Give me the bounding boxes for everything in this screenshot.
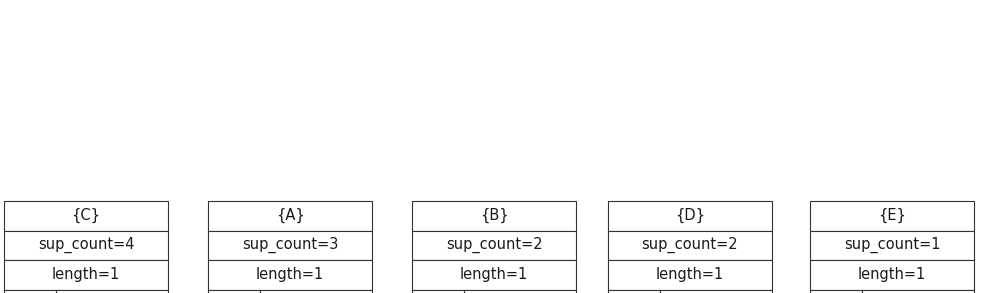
Bar: [260, 289, 372, 293]
Text: sup_count=2: sup_count=2: [446, 237, 542, 253]
Text: sup_count=3: sup_count=3: [242, 237, 338, 253]
Bar: [208, 201, 372, 231]
Bar: [208, 260, 372, 289]
Bar: [810, 231, 974, 260]
Bar: [608, 260, 772, 289]
Bar: [4, 260, 168, 289]
Bar: [608, 231, 772, 260]
Bar: [4, 201, 168, 231]
Bar: [810, 201, 974, 231]
Bar: [412, 201, 576, 231]
Text: {C}: {C}: [72, 208, 101, 223]
Bar: [464, 289, 576, 293]
Text: {D}: {D}: [675, 208, 705, 223]
Bar: [412, 260, 576, 289]
Bar: [862, 289, 974, 293]
Text: {B}: {B}: [480, 208, 508, 223]
Text: length=1: length=1: [858, 267, 926, 282]
Text: sup_count=2: sup_count=2: [642, 237, 738, 253]
Bar: [208, 289, 260, 293]
Bar: [412, 289, 464, 293]
Bar: [4, 289, 56, 293]
Text: {E}: {E}: [878, 208, 906, 223]
Bar: [660, 289, 772, 293]
Text: length=1: length=1: [256, 267, 324, 282]
Bar: [56, 289, 168, 293]
Bar: [412, 231, 576, 260]
Bar: [608, 289, 660, 293]
Bar: [208, 231, 372, 260]
Text: length=1: length=1: [52, 267, 120, 282]
Text: sup_count=4: sup_count=4: [38, 237, 134, 253]
Bar: [810, 260, 974, 289]
Text: length=1: length=1: [656, 267, 724, 282]
Bar: [608, 201, 772, 231]
Text: sup_count=1: sup_count=1: [844, 237, 940, 253]
Bar: [4, 231, 168, 260]
Text: {A}: {A}: [276, 208, 304, 223]
Bar: [810, 289, 862, 293]
Text: length=1: length=1: [460, 267, 528, 282]
